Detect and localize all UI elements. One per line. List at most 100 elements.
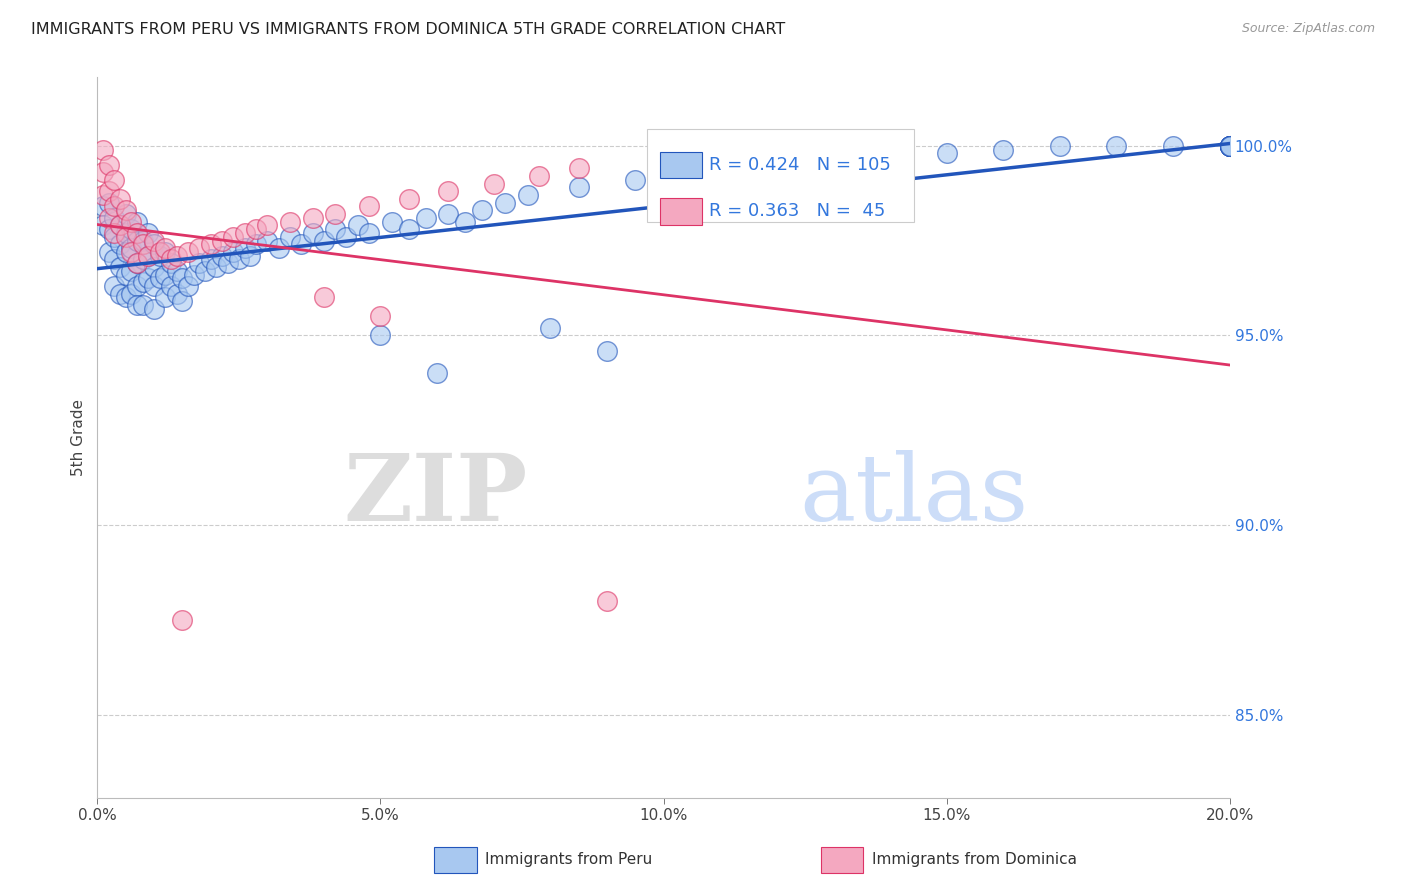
Point [143, 301, 166, 316]
Point [143, 260, 166, 274]
Point [188, 256, 211, 270]
Point [103, 229, 125, 244]
Point [290, 237, 312, 252]
Point [143, 234, 166, 248]
Point [131, 298, 153, 312]
Point [568, 161, 591, 176]
Point [256, 219, 278, 233]
Point [494, 195, 516, 210]
Point [398, 222, 420, 236]
Point [108, 192, 131, 206]
Y-axis label: 5th Grade: 5th Grade [72, 400, 86, 476]
Point [120, 286, 142, 301]
Point [370, 328, 392, 343]
Point [97, 184, 120, 198]
Point [143, 237, 166, 252]
Point [103, 199, 125, 213]
Point [1219, 138, 1241, 153]
Point [114, 290, 136, 304]
Point [120, 222, 142, 236]
Point [108, 219, 131, 233]
Point [188, 241, 211, 255]
Point [415, 211, 437, 225]
Point [172, 271, 194, 285]
Point [114, 268, 136, 282]
Text: Immigrants from Peru: Immigrants from Peru [485, 853, 652, 867]
Point [149, 249, 172, 263]
Point [278, 214, 301, 228]
Point [131, 252, 153, 267]
Point [103, 173, 125, 187]
Point [1219, 138, 1241, 153]
Point [103, 211, 125, 225]
Point [155, 244, 177, 259]
Point [301, 211, 323, 225]
Point [114, 207, 136, 221]
Point [652, 184, 675, 198]
Point [136, 249, 159, 263]
Point [278, 229, 301, 244]
Point [91, 199, 114, 213]
Point [267, 241, 290, 255]
Point [346, 219, 368, 233]
Point [120, 241, 142, 255]
Point [125, 256, 148, 270]
Point [426, 366, 449, 380]
Point [120, 244, 142, 259]
Point [527, 169, 550, 183]
Point [125, 256, 148, 270]
Point [114, 229, 136, 244]
Point [160, 252, 183, 267]
Point [108, 219, 131, 233]
Point [454, 214, 477, 228]
Point [114, 244, 136, 259]
Point [398, 192, 420, 206]
Point [155, 268, 177, 282]
Point [91, 188, 114, 202]
Point [108, 237, 131, 252]
Point [323, 207, 346, 221]
Text: Immigrants from Dominica: Immigrants from Dominica [872, 853, 1077, 867]
Point [935, 146, 957, 161]
Point [97, 211, 120, 225]
Point [97, 158, 120, 172]
Point [177, 279, 200, 293]
Point [108, 260, 131, 274]
Point [149, 271, 172, 285]
Point [97, 195, 120, 210]
Point [879, 150, 901, 164]
Point [108, 286, 131, 301]
Point [381, 214, 404, 228]
Point [1049, 138, 1071, 153]
Text: atlas: atlas [800, 450, 1029, 541]
Text: Source: ZipAtlas.com: Source: ZipAtlas.com [1241, 22, 1375, 36]
Point [323, 222, 346, 236]
Point [1161, 138, 1184, 153]
Point [312, 234, 335, 248]
Point [624, 173, 647, 187]
Point [211, 249, 233, 263]
Point [143, 279, 166, 293]
Point [125, 298, 148, 312]
Point [91, 219, 114, 233]
Text: R = 0.424   N = 105: R = 0.424 N = 105 [709, 156, 890, 174]
Point [538, 320, 561, 334]
Point [160, 279, 183, 293]
Point [437, 207, 460, 221]
Point [114, 226, 136, 240]
Point [155, 241, 177, 255]
Point [765, 161, 787, 176]
Point [125, 279, 148, 293]
Point [155, 290, 177, 304]
Point [172, 294, 194, 309]
Point [217, 256, 239, 270]
Text: R = 0.363   N =  45: R = 0.363 N = 45 [709, 202, 886, 220]
Point [131, 234, 153, 248]
Point [103, 279, 125, 293]
Point [114, 203, 136, 218]
Point [194, 264, 217, 278]
Point [205, 260, 228, 274]
Point [1219, 138, 1241, 153]
Point [149, 244, 172, 259]
Point [301, 226, 323, 240]
